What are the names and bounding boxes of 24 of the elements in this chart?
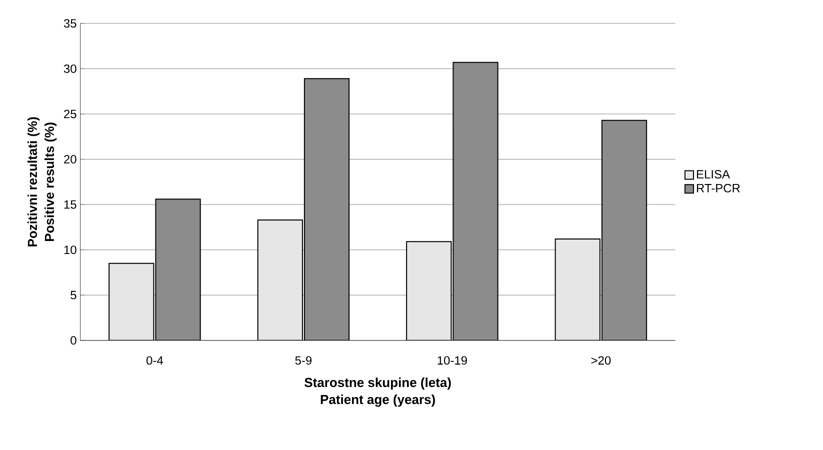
y-tick-label: 35 [64, 19, 76, 28]
bar [601, 120, 648, 340]
x-tick-label: 5-9 [295, 356, 312, 365]
bar [406, 241, 452, 340]
bar [304, 78, 350, 340]
legend-label: ELISA [696, 170, 730, 179]
y-tick-label: 30 [64, 64, 76, 73]
y-tick-label: 5 [70, 290, 76, 300]
bar [155, 198, 201, 340]
y-axis-title: Pozitivni rezultati (%) Positive results (%) [27, 117, 57, 246]
x-tick-label: >20 [591, 356, 611, 365]
y-tick-label: 20 [64, 155, 76, 164]
y-tick-label: 15 [64, 200, 76, 209]
bar [554, 238, 600, 340]
y-tick-label: 0 [70, 336, 76, 345]
bar [452, 62, 498, 340]
y-tick-label: 10 [64, 246, 76, 254]
x-tick-label: 0-4 [146, 356, 164, 365]
legend-label: RT-PCR [696, 184, 740, 192]
y-tick-label: 25 [64, 110, 76, 118]
bar [257, 219, 303, 340]
bar [108, 262, 154, 340]
x-tick-label: 10-19 [438, 356, 467, 365]
x-axis-title: Starostne skupine (leta) Patient age (years) [304, 378, 451, 407]
